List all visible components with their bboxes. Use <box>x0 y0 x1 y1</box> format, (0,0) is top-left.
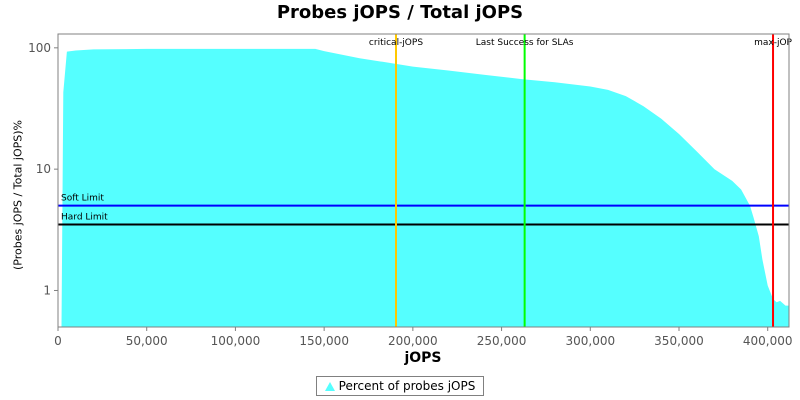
x-axis-label: jOPS <box>404 350 442 366</box>
vline-marker-label-0: critical-jOPS <box>369 38 423 48</box>
x-tick-label-0: 0 <box>54 334 62 348</box>
vline-marker-label-1: Last Success for SLAs <box>476 38 574 48</box>
hline-marker-label-0: Soft Limit <box>61 194 104 204</box>
chart-title: Probes jOPS / Total jOPS <box>276 2 524 23</box>
legend: Percent of probes jOPS <box>316 376 484 396</box>
x-tick-label-8: 400,000 <box>743 334 793 348</box>
hline-marker-label-1: Hard Limit <box>61 212 108 222</box>
y-tick-label-1: 10 <box>36 162 51 176</box>
y-tick-label-2: 100 <box>28 41 51 55</box>
x-tick-label-7: 350,000 <box>654 334 704 348</box>
vline-marker-label-2: max-jOP <box>754 38 792 48</box>
x-tick-label-1: 50,000 <box>126 334 168 348</box>
x-tick-label-4: 200,000 <box>388 334 438 348</box>
x-tick-label-5: 250,000 <box>477 334 527 348</box>
legend-swatch-icon <box>324 381 335 391</box>
x-tick-label-2: 100,000 <box>211 334 261 348</box>
series-area-0 <box>61 48 789 328</box>
x-tick-label-3: 150,000 <box>299 334 349 348</box>
y-tick-label-0: 1 <box>43 283 51 297</box>
x-tick-label-6: 300,000 <box>565 334 615 348</box>
plot-border <box>57 33 790 328</box>
legend-item-label: Percent of probes jOPS <box>338 379 476 393</box>
